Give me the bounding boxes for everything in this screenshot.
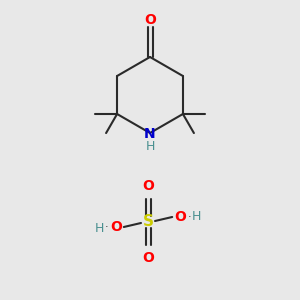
Text: H: H [191,209,201,223]
Text: H: H [145,140,155,154]
Text: S: S [142,214,154,230]
Text: H: H [95,221,104,235]
Text: ·: · [105,222,109,232]
Text: O: O [142,251,154,266]
Text: ·: · [188,212,191,222]
Text: O: O [144,13,156,27]
Text: O: O [110,220,122,234]
Text: N: N [144,127,156,141]
Text: O: O [174,210,186,224]
Text: O: O [142,178,154,193]
